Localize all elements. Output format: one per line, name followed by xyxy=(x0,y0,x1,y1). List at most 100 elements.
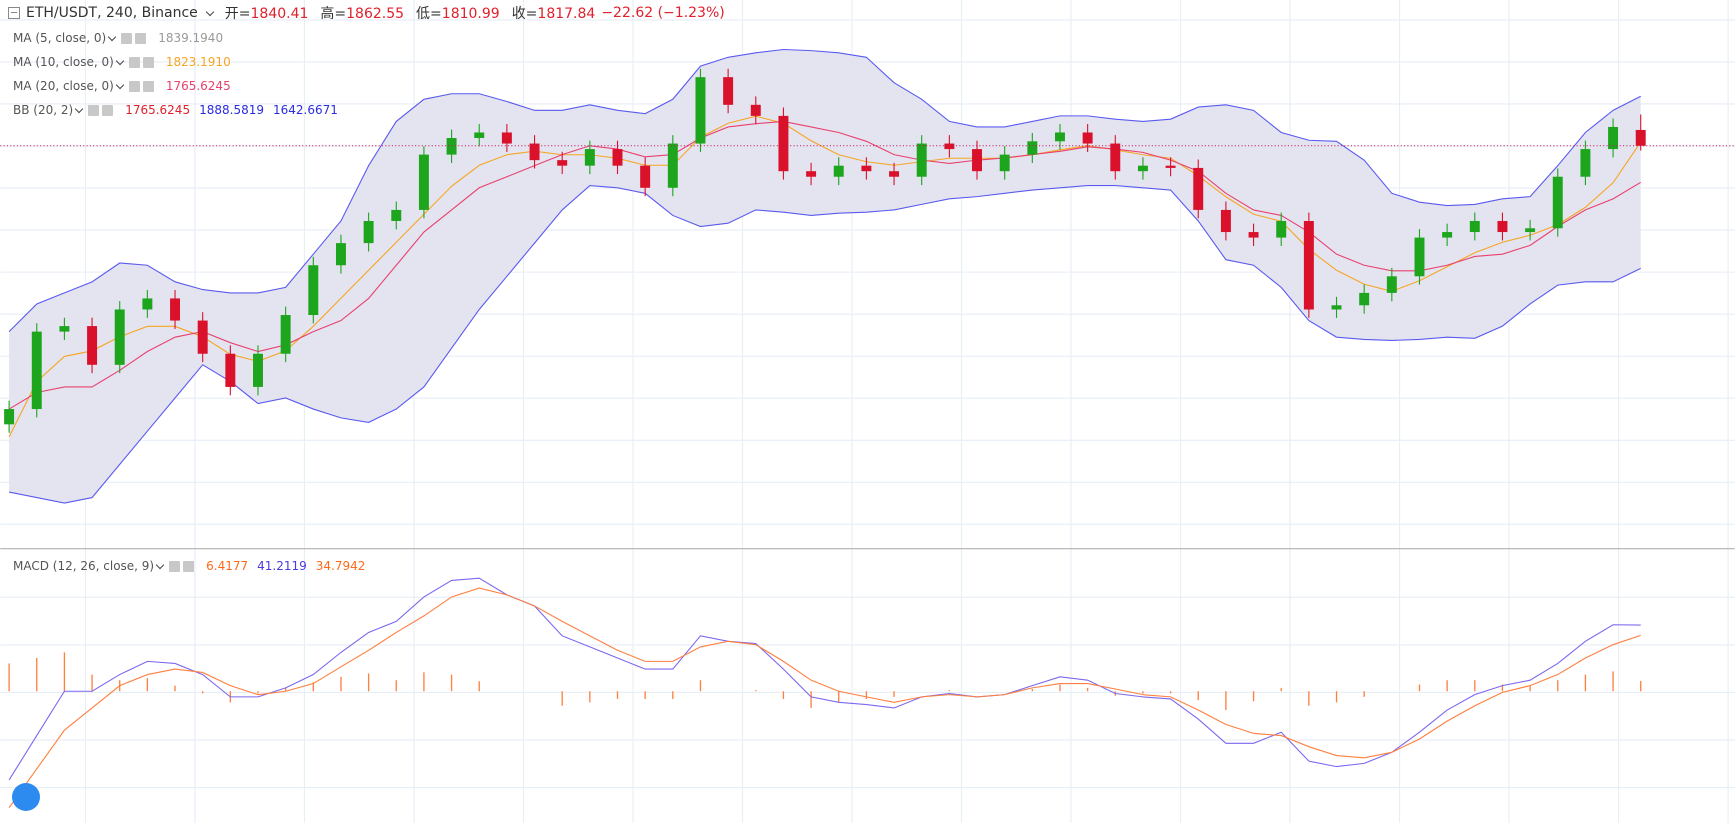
candle-body xyxy=(1165,165,1176,168)
legend-row: MACD (12, 26, close, 9) 6.4177 41.2119 34.7… xyxy=(13,554,365,578)
indicator-name[interactable]: BB (20, 2) xyxy=(13,103,74,117)
settings-icon[interactable] xyxy=(121,32,133,44)
candle-body xyxy=(695,77,706,144)
candle-body xyxy=(1054,132,1065,142)
ohlc-value: 1817.84 xyxy=(537,6,596,22)
candle-body xyxy=(253,353,263,387)
candle-body xyxy=(778,115,789,172)
chevron[interactable] xyxy=(107,32,117,41)
ohlc-label: 收= xyxy=(511,6,538,22)
ohlc-item: 开=1840.41 xyxy=(225,3,309,23)
indicator-value: 1642.6671 xyxy=(273,103,338,117)
candle-body xyxy=(1303,220,1314,310)
candle-body xyxy=(59,326,70,332)
chevron[interactable] xyxy=(205,7,215,16)
indicator-name[interactable]: MACD (12, 26, close, 9) xyxy=(13,559,155,573)
legend: MA (5, close, 0) 1839.1940 MA (10, close, … xyxy=(13,26,338,122)
candle-body xyxy=(1635,129,1646,146)
candle-body xyxy=(474,132,485,139)
candle-body xyxy=(1386,276,1397,293)
symbol[interactable]: ETH/USDT, 240, Binance xyxy=(26,5,198,21)
ohlc-item: 收=1817.84 xyxy=(512,3,596,23)
ohlc-item: 高=1862.55 xyxy=(320,3,404,23)
chevron[interactable] xyxy=(115,80,125,89)
candle-body xyxy=(501,132,512,144)
chevron[interactable] xyxy=(74,104,84,113)
ohlc-value: 1810.99 xyxy=(441,6,500,22)
candle-body xyxy=(1248,232,1259,238)
ohlc-label: 开= xyxy=(224,6,251,22)
remove-icon[interactable] xyxy=(142,56,154,68)
candle-body xyxy=(1469,220,1480,233)
indicator-line xyxy=(8,184,1641,504)
candle-body xyxy=(529,143,540,161)
remove-icon[interactable] xyxy=(142,80,154,92)
candle-body xyxy=(31,331,42,410)
legend-row: MA (20, close, 0) 1765.6245 xyxy=(13,74,338,98)
candle-body xyxy=(1442,232,1453,238)
candle-body xyxy=(308,265,319,316)
candle-body xyxy=(1359,292,1370,306)
candle-body xyxy=(197,320,208,354)
candle-body xyxy=(972,149,982,172)
remove-icon[interactable] xyxy=(183,560,195,572)
candle-body xyxy=(4,409,15,425)
indicator-value: 1888.5819 xyxy=(199,103,264,117)
candle-body xyxy=(1276,220,1287,238)
remove-icon[interactable] xyxy=(102,104,114,116)
indicator-name[interactable]: MA (20, close, 0) xyxy=(13,79,114,93)
candle-body xyxy=(584,149,595,166)
ohlc-value: 1862.55 xyxy=(346,6,405,22)
candle-body xyxy=(1608,126,1619,150)
candle-body xyxy=(170,298,181,321)
legend: MACD (12, 26, close, 9) 6.4177 41.2119 34.7… xyxy=(13,554,365,578)
candle-body xyxy=(418,154,429,210)
indicator-value: 1839.1940 xyxy=(158,31,224,45)
indicator-value: 1765.6245 xyxy=(125,103,191,117)
indicator-value: 1765.6245 xyxy=(165,79,231,93)
indicator-value: 41.2119 xyxy=(257,559,307,573)
legend-row: BB (20, 2) 1765.6245 1888.5819 1642.6671 xyxy=(13,98,338,122)
candle-body xyxy=(833,165,844,177)
settings-icon[interactable] xyxy=(169,560,181,572)
indicator-value: 34.7942 xyxy=(315,559,366,573)
candle-body xyxy=(1414,237,1425,277)
settings-icon[interactable] xyxy=(128,80,140,92)
candle-body xyxy=(1580,149,1591,177)
collapse-icon[interactable] xyxy=(8,7,20,19)
ohlc-label: 高= xyxy=(320,6,347,22)
ohlc-value: 1840.41 xyxy=(250,6,309,22)
candle-body xyxy=(861,165,872,172)
settings-icon[interactable] xyxy=(88,104,100,116)
candle-body xyxy=(1552,176,1563,229)
settings-icon[interactable] xyxy=(128,56,140,68)
legend-row: MA (10, close, 0) 1823.1910 xyxy=(13,50,338,74)
indicator-name[interactable]: MA (10, close, 0) xyxy=(13,55,114,69)
candle-body xyxy=(999,154,1010,172)
candle-body xyxy=(1193,167,1204,210)
indicator-name[interactable]: MA (5, close, 0) xyxy=(13,31,107,45)
header: ETH/USDT, 240, Binance 开=1840.41 高=1862.5… xyxy=(8,3,725,23)
indicator-line xyxy=(8,48,1641,333)
candle-body xyxy=(142,298,153,310)
candle-body xyxy=(1137,165,1148,172)
candle-body xyxy=(806,171,817,177)
candle-body xyxy=(723,77,734,105)
chevron[interactable] xyxy=(115,56,125,65)
candle-body xyxy=(1220,209,1231,233)
band-fill xyxy=(9,49,1641,504)
indicator-value: 6.4177 xyxy=(206,559,249,573)
remove-icon[interactable] xyxy=(135,32,147,44)
candle-body xyxy=(916,143,927,177)
candle-body xyxy=(446,138,457,155)
legend-row: MA (5, close, 0) 1839.1940 xyxy=(13,26,338,50)
candle-body xyxy=(335,243,346,266)
logo[interactable] xyxy=(12,783,40,811)
ohlc-item: 低=1810.99 xyxy=(416,3,500,23)
candle-body xyxy=(1525,228,1536,233)
candle-body xyxy=(87,326,98,365)
chevron[interactable] xyxy=(155,560,165,569)
macd-line xyxy=(8,587,1641,809)
